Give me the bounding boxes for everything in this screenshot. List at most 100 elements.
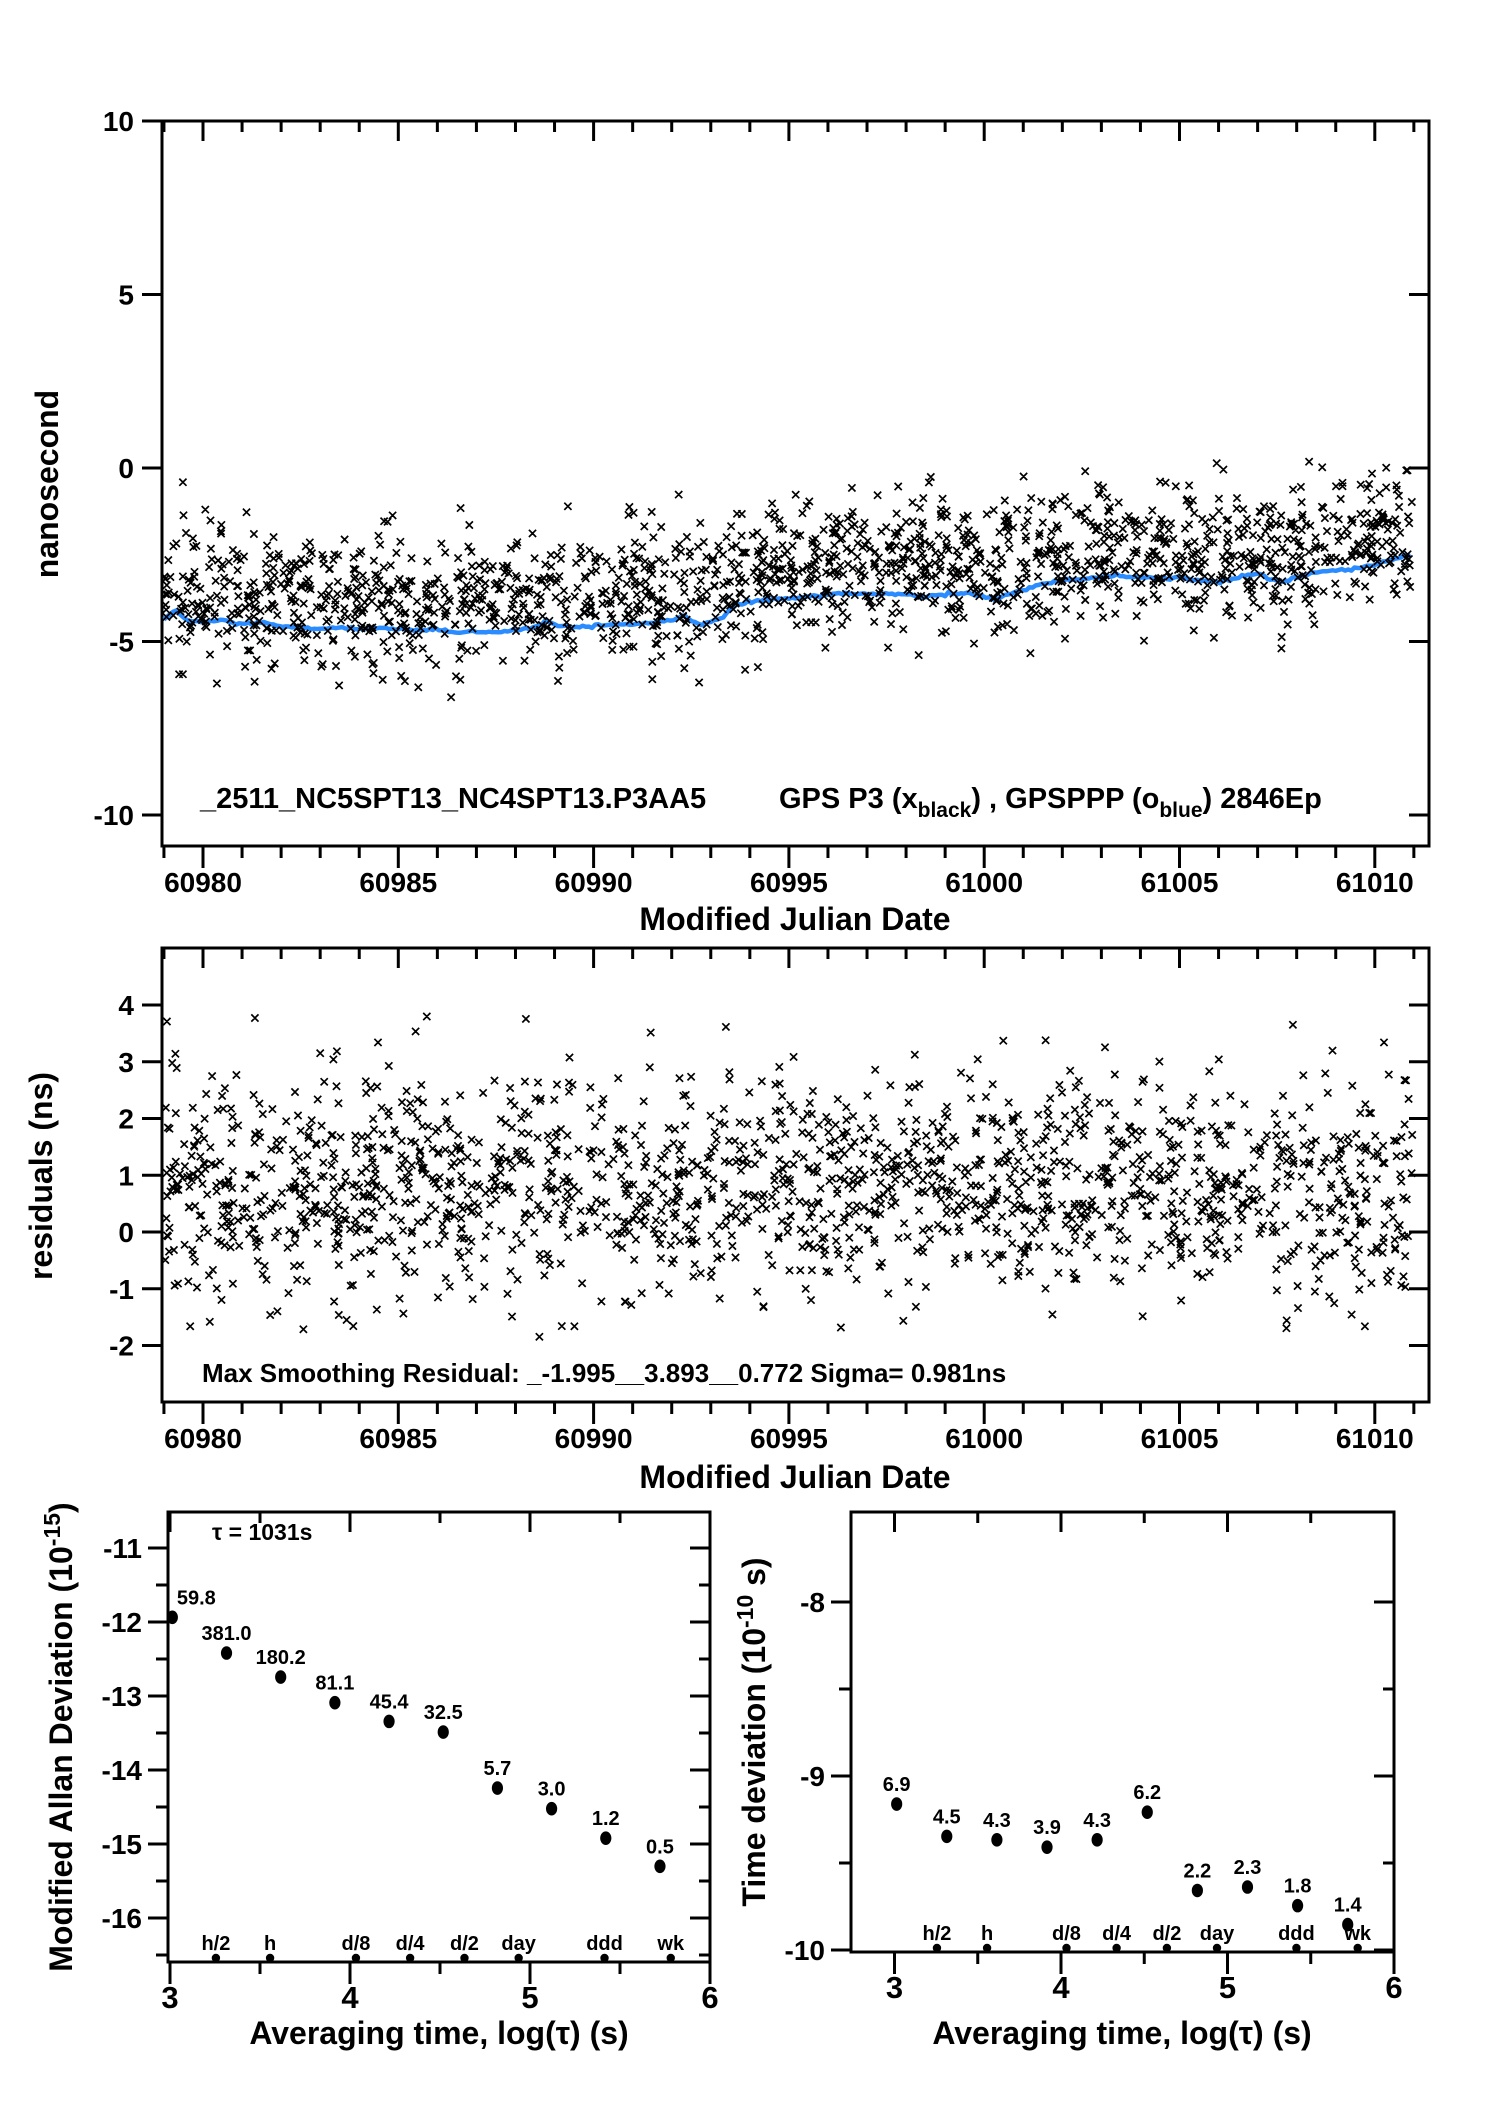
deviation-point-label: 6.9 (883, 1774, 911, 1796)
residuals-x-axis-label: Modified Julian Date (639, 1459, 950, 1495)
x-tick-label: 60985 (359, 867, 437, 898)
mdev-y-axis-label: Modified Allan Deviation (10-15​) (39, 1502, 79, 1971)
deviation-point (1141, 1805, 1153, 1819)
x-tick-label: 61000 (945, 867, 1023, 898)
deviation-point-label: 0.5 (646, 1836, 674, 1858)
time-mark-label: h/2 (201, 1933, 230, 1955)
deviation-point (991, 1833, 1003, 1847)
time-mark-dot (1162, 1943, 1172, 1953)
x-tick-label: 3 (161, 1980, 178, 2015)
deviation-point-label: 59.8 (177, 1587, 216, 1609)
deviation-point-label: 1.4 (1334, 1895, 1363, 1917)
time-mark-dot (666, 1953, 675, 1963)
y-tick-label: -15 (102, 1829, 142, 1860)
x-tick-label: 3 (886, 1970, 903, 2005)
y-tick-label: -1 (109, 1274, 134, 1305)
time-mark-label: d/4 (396, 1933, 426, 1955)
deviation-point-label: 4.3 (1083, 1810, 1111, 1832)
y-tick-label: -10 (785, 1935, 825, 1966)
deviation-point (1091, 1833, 1103, 1847)
top-title-file: _2511_NC5SPT13_NC4SPT13.P3AA5 (199, 783, 706, 815)
residuals-scatter (161, 1012, 1417, 1342)
time-mark-dot (1292, 1943, 1301, 1953)
mdev-x-axis-label: Averaging time, log(τ) (s) (249, 2015, 628, 2051)
deviation-point-label: 180.2 (256, 1647, 306, 1669)
deviation-point (329, 1695, 341, 1710)
time-mark-label: h (264, 1933, 276, 1955)
deviation-point (654, 1859, 666, 1874)
deviation-point (383, 1714, 395, 1729)
deviation-point-label: 1.2 (592, 1808, 620, 1830)
deviation-point-label: 2.2 (1183, 1860, 1211, 1882)
time-mark-dot (600, 1953, 609, 1963)
deviation-point (891, 1797, 903, 1811)
tdev-y-axis-label: Time deviation (10-10​ s) (732, 1557, 772, 1906)
time-mark-label: wk (656, 1933, 685, 1955)
x-tick-label: 60980 (164, 1423, 242, 1454)
deviation-point-label: 2.3 (1234, 1857, 1262, 1879)
y-tick-label: -5 (109, 627, 134, 658)
x-tick-label: 6 (1385, 1970, 1402, 2005)
time-mark-dot (265, 1953, 275, 1963)
x-tick-label: 5 (521, 1980, 538, 2015)
deviation-point-label: 32.5 (424, 1702, 463, 1724)
residuals-panel: 60980 60985 60990 60995 61000 61005 61010 4 3 2 1 0… (109, 946, 1431, 1454)
plot-frame (166, 1510, 712, 1964)
y-tick-label: -11 (103, 1533, 142, 1564)
time-mark-label: day (501, 1933, 536, 1955)
tdev-panel: 3 4 5 6 -8 -9 -10 6.9 4.5 4.3 3.9 4.3 6.2 2.2 2.3 1.8 1.… (785, 1510, 1403, 2005)
deviation-point (491, 1781, 504, 1795)
tau-annotation: τ = 1031s (212, 1519, 312, 1545)
time-mark-label: d/8 (1052, 1923, 1081, 1945)
time-mark-label: d/2 (450, 1933, 479, 1955)
time-mark-label: wk (1343, 1923, 1372, 1945)
x-tick-label: 61005 (1141, 1423, 1219, 1454)
deviation-point (275, 1670, 287, 1684)
y-tick-label: -16 (102, 1903, 142, 1934)
deviation-point-label: 4.5 (933, 1806, 961, 1828)
y-tick-label: -9 (800, 1761, 825, 1792)
y-tick-label: 3 (118, 1047, 134, 1078)
y-tick-label: 0 (118, 1217, 134, 1248)
residuals-y-axis-label: residuals (ns) (23, 1072, 59, 1280)
plot-frame (849, 1510, 1396, 1954)
x-tick-label: 60990 (555, 867, 633, 898)
time-mark-dot (405, 1953, 415, 1963)
x-tick-label: 60985 (359, 1423, 437, 1454)
y-tick-label: 1 (118, 1160, 134, 1191)
x-tick-label: 61010 (1336, 867, 1414, 898)
x-tick-label: 61010 (1336, 1423, 1414, 1454)
deviation-point-label: 1.8 (1284, 1876, 1312, 1898)
time-mark-label: d/2 (1152, 1923, 1181, 1945)
x-tick-label: 60995 (750, 867, 828, 898)
time-mark-dot (460, 1953, 469, 1963)
deviation-point (1241, 1880, 1254, 1894)
deviation-point (1342, 1917, 1354, 1932)
deviation-point (1041, 1840, 1053, 1854)
y-tick-label: 0 (118, 453, 134, 484)
y-tick-label: -14 (102, 1755, 143, 1786)
time-mark-dot (932, 1943, 942, 1953)
deviation-point-label: 4.3 (983, 1810, 1011, 1832)
time-mark-dot (351, 1953, 361, 1963)
x-tick-label: 5 (1219, 1970, 1236, 2005)
top-panel: 60980 60985 60990 60995 61000 61005 61010 10 5 0 -… (94, 106, 1431, 898)
deviation-point (941, 1829, 953, 1844)
deviation-point (600, 1831, 612, 1845)
deviation-point (546, 1801, 558, 1816)
x-tick-label: 60995 (750, 1423, 828, 1454)
x-tick-label: 61005 (1141, 867, 1219, 898)
time-mark-label: day (1200, 1923, 1235, 1945)
deviation-point-label: 6.2 (1133, 1782, 1161, 1804)
y-tick-label: 5 (118, 280, 134, 311)
time-mark-dot (1212, 1943, 1222, 1953)
x-tick-label: 60990 (555, 1423, 633, 1454)
time-mark-label: d/4 (1102, 1923, 1132, 1945)
deviation-point (220, 1646, 233, 1660)
deviation-point-label: 381.0 (201, 1623, 251, 1645)
x-tick-label: 61000 (945, 1423, 1023, 1454)
time-mark-label: ddd (1278, 1923, 1315, 1945)
time-mark-dot (514, 1953, 523, 1963)
y-tick-label: 4 (118, 990, 134, 1021)
